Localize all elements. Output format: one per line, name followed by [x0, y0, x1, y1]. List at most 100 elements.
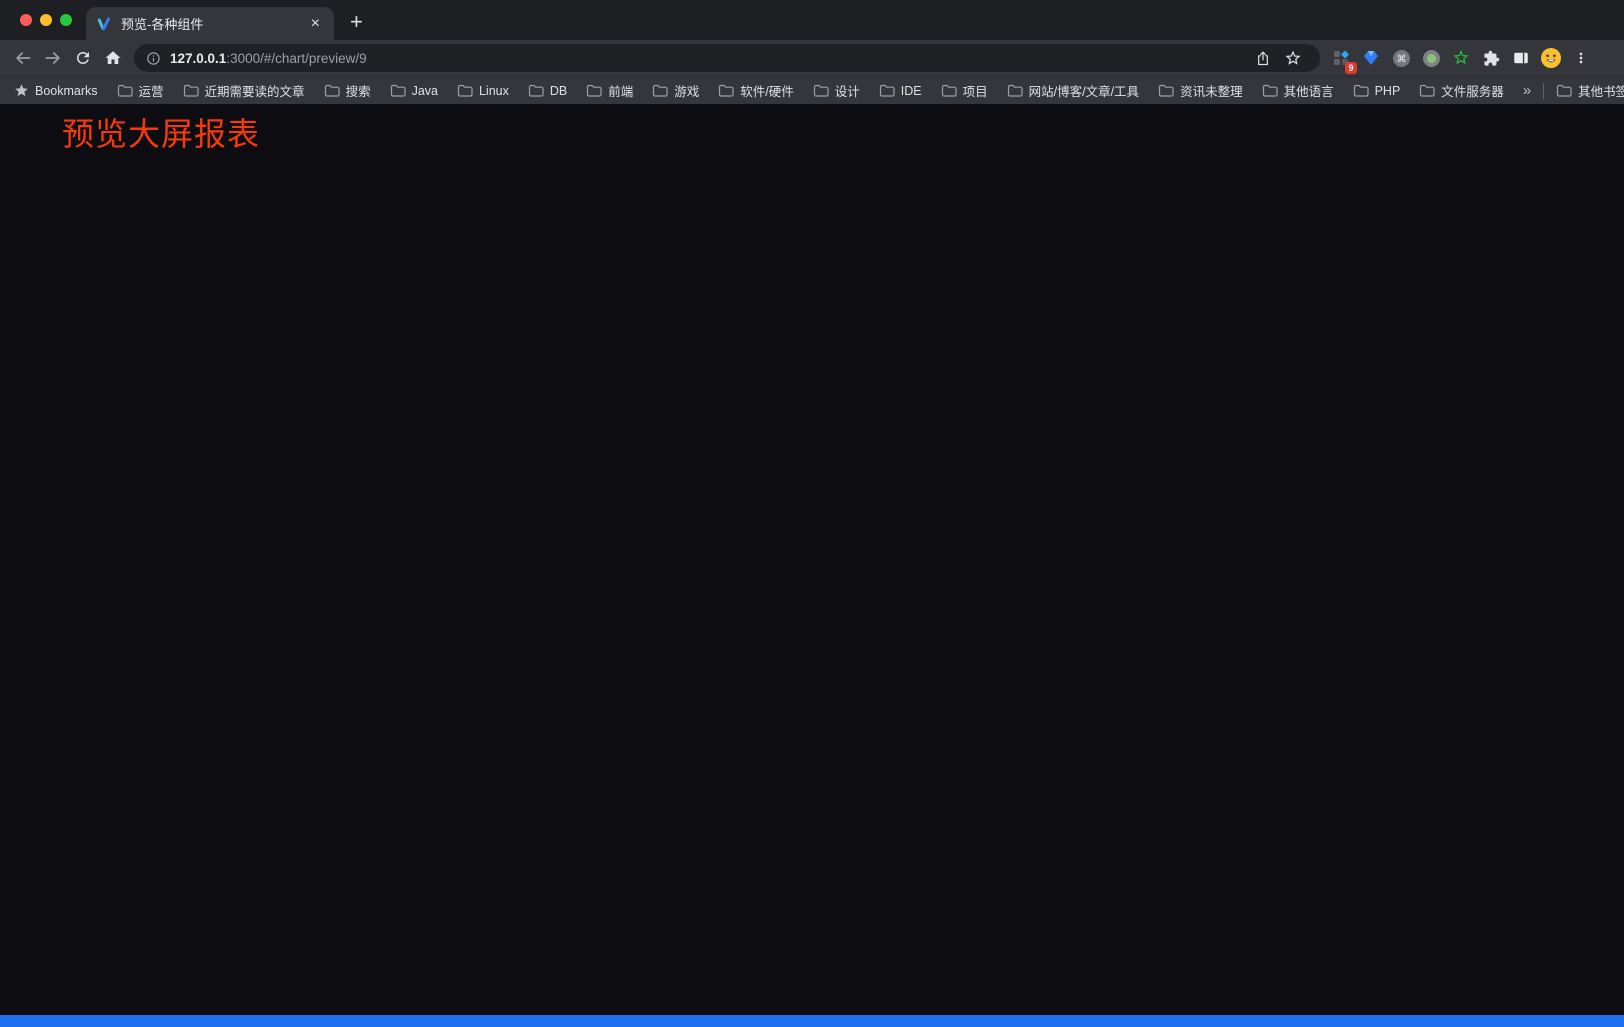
folder-icon — [1262, 84, 1278, 97]
green-star-icon — [1454, 50, 1468, 64]
bookmarks-manager[interactable]: Bookmarks — [14, 83, 98, 98]
kebab-menu-icon — [1579, 52, 1583, 64]
extension-badge: 9 — [1345, 62, 1357, 74]
bookmark-folder[interactable]: 项目 — [941, 81, 988, 100]
extension-recorder[interactable] — [1416, 43, 1446, 73]
bookmark-folder[interactable]: 前端 — [586, 81, 633, 100]
close-window-button[interactable] — [20, 14, 32, 26]
command-circle-icon: ⌘ — [1392, 49, 1410, 67]
bookmarks-items: 运营 近期需要读的文章 搜索 Java Linux DB 前端 游戏 软件/硬件 设计 IDE 项目 网… — [117, 81, 1504, 100]
folder-icon — [457, 84, 473, 97]
horizontal-bar-chart[interactable] — [500, 146, 800, 296]
bookmark-folder[interactable]: Linux — [457, 81, 509, 100]
gradient-line-chart[interactable] — [500, 396, 800, 546]
bookmark-label: 其他语言 — [1283, 85, 1334, 99]
bookmark-folder[interactable]: PHP — [1353, 81, 1400, 100]
extension-gem[interactable] — [1356, 43, 1386, 73]
extension-command[interactable]: ⌘ — [1386, 43, 1416, 73]
forward-button[interactable] — [38, 43, 68, 73]
bookmarks-bar: Bookmarks 运营 近期需要读的文章 搜索 Java Linux DB 前端 游戏 软件/… — [0, 76, 1624, 104]
folder-icon — [1158, 84, 1174, 97]
bookmark-folder[interactable]: 游戏 — [652, 81, 699, 100]
bookmark-folder[interactable]: DB — [528, 81, 567, 100]
area-chart-single[interactable] — [985, 388, 1285, 538]
tab-title: 预览-各种组件 — [121, 17, 204, 32]
split-screen-icon — [1514, 52, 1528, 64]
bookmarks-label: Bookmarks — [35, 83, 98, 98]
bookmark-folder[interactable]: Java — [390, 81, 438, 100]
donut-chart[interactable] — [527, 656, 827, 806]
bookmarks-overflow-icon[interactable]: » — [1522, 82, 1532, 99]
bookmark-label: IDE — [900, 83, 922, 98]
url-path: :3000/#/chart/preview/9 — [226, 50, 367, 66]
bookmark-folder[interactable]: 搜索 — [324, 81, 371, 100]
bookmark-label: 运营 — [138, 85, 164, 99]
progress-ring[interactable] — [1085, 661, 1385, 811]
grouped-bar-chart[interactable] — [40, 144, 460, 372]
folder-icon — [528, 84, 544, 97]
bookmark-label: 网站/博客/文章/工具 — [1028, 85, 1140, 99]
share-icon — [1258, 51, 1268, 65]
puzzle-icon — [1483, 50, 1499, 66]
svg-text:⌘: ⌘ — [1396, 54, 1406, 65]
folder-icon — [1420, 84, 1435, 97]
back-button[interactable] — [8, 43, 38, 73]
folder-icon — [390, 84, 406, 97]
bookmark-label: 游戏 — [674, 85, 700, 99]
bookmark-label: 设计 — [834, 85, 860, 99]
reload-button[interactable] — [68, 43, 98, 73]
extension-grid-diamond[interactable]: 9 — [1326, 43, 1357, 74]
folder-icon — [117, 84, 133, 97]
bookmark-folder[interactable]: IDE — [879, 81, 922, 100]
back-arrow-icon — [16, 52, 31, 64]
extension-green-star[interactable] — [1446, 43, 1476, 73]
star-icon — [1285, 50, 1301, 65]
bookmark-label: 资讯未整理 — [1180, 85, 1243, 99]
bookmark-label: DB — [549, 83, 568, 98]
profile-avatar[interactable] — [1536, 43, 1566, 73]
share-button[interactable] — [1248, 43, 1278, 73]
folder-icon — [1353, 84, 1369, 97]
bookmark-folder[interactable]: 资讯未整理 — [1158, 81, 1243, 100]
bookmark-folder[interactable]: 文件服务器 — [1419, 81, 1504, 100]
url-host: 127.0.0.1 — [170, 50, 227, 66]
tab-close-icon[interactable]: × — [310, 14, 320, 32]
line-chart-two-series[interactable] — [40, 429, 340, 579]
window-controls — [20, 14, 72, 26]
folder-icon — [587, 84, 602, 97]
bookmark-label: 搜索 — [345, 85, 371, 99]
browser-menu-button[interactable] — [1566, 43, 1596, 73]
bookmark-label: Java — [411, 83, 438, 98]
bookmark-label: Linux — [478, 83, 509, 98]
info-icon[interactable] — [146, 51, 161, 66]
bookmark-folder[interactable]: 其他语言 — [1262, 81, 1334, 100]
split-screen-button[interactable] — [1506, 43, 1536, 73]
home-button[interactable] — [98, 43, 128, 73]
bookmark-folder[interactable]: 网站/博客/文章/工具 — [1007, 81, 1139, 100]
folder-icon — [324, 84, 340, 97]
other-bookmarks-folder[interactable]: 其他书签 — [1556, 81, 1624, 100]
home-icon — [105, 51, 121, 64]
bookmark-folder[interactable]: 软件/硬件 — [718, 81, 794, 100]
new-tab-button[interactable]: + — [350, 9, 363, 34]
forward-arrow-icon — [45, 52, 60, 64]
area-chart-two-series[interactable] — [95, 698, 395, 848]
browser-tab[interactable]: 预览-各种组件 × — [86, 7, 334, 40]
favicon-icon — [97, 17, 110, 30]
bookmark-folder[interactable]: 设计 — [813, 81, 860, 100]
zoom-window-button[interactable] — [60, 14, 72, 26]
bookmark-folder[interactable]: 运营 — [117, 81, 164, 100]
emoji-avatar-icon — [1541, 48, 1561, 68]
footer-strip — [0, 1015, 1624, 1027]
bookmark-page-button[interactable] — [1278, 43, 1308, 73]
folder-icon — [813, 84, 829, 97]
bookmark-folder[interactable]: 近期需要读的文章 — [183, 81, 305, 100]
extensions-button[interactable] — [1476, 43, 1506, 73]
minimize-window-button[interactable] — [40, 14, 52, 26]
page-content: 预览大屏报表 — [0, 104, 1624, 1027]
progress-bar-list[interactable] — [1000, 159, 1300, 309]
grid-diamond-icon — [1334, 50, 1349, 65]
address-bar[interactable]: 127.0.0.1:3000/#/chart/preview/9 — [134, 44, 1320, 72]
folder-icon — [719, 84, 734, 97]
